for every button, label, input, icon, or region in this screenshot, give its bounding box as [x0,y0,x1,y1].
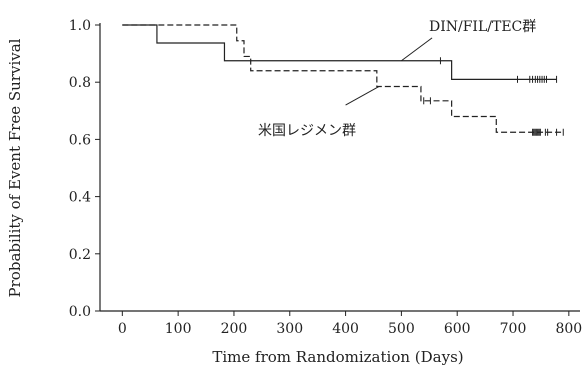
y-tick-label: 0.0 [69,304,91,320]
y-tick-label: 0.2 [69,247,91,263]
us-series-label: 米国レジメン群 [258,123,356,139]
y-tick-label: 0.8 [69,75,91,91]
x-tick-label: 200 [221,321,248,337]
y-tick-label: 1.0 [69,18,91,34]
x-tick-label: 0 [118,321,127,337]
x-tick-label: 100 [165,321,192,337]
y-axis-title: Probability of Event Free Survival [6,38,24,297]
x-tick-label: 700 [500,321,527,337]
y-tick-label: 0.6 [69,132,91,148]
axis-ticks: 0 100 200 300 400 500 600 700 800 0.0 0.2 0.4 0.6 0.8… [69,18,582,337]
x-tick-label: 300 [276,321,303,337]
us-label-leader-line [345,86,380,106]
x-tick-label: 500 [388,321,415,337]
x-tick-label: 800 [555,321,582,337]
y-tick-label: 0.4 [69,190,91,206]
x-tick-label: 400 [332,321,359,337]
us-survival-curve [122,24,564,133]
x-axis-title: Time from Randomization (Days) [212,348,463,366]
survival-curves [122,24,564,136]
din-series-label: DIN/FIL/TEC群 [429,19,536,35]
axes [99,23,580,312]
din-survival-curve [122,24,557,80]
din-label-leader-line [401,37,433,62]
series-annotations: DIN/FIL/TEC群 米国レジメン群 [258,19,536,139]
x-tick-label: 600 [444,321,471,337]
